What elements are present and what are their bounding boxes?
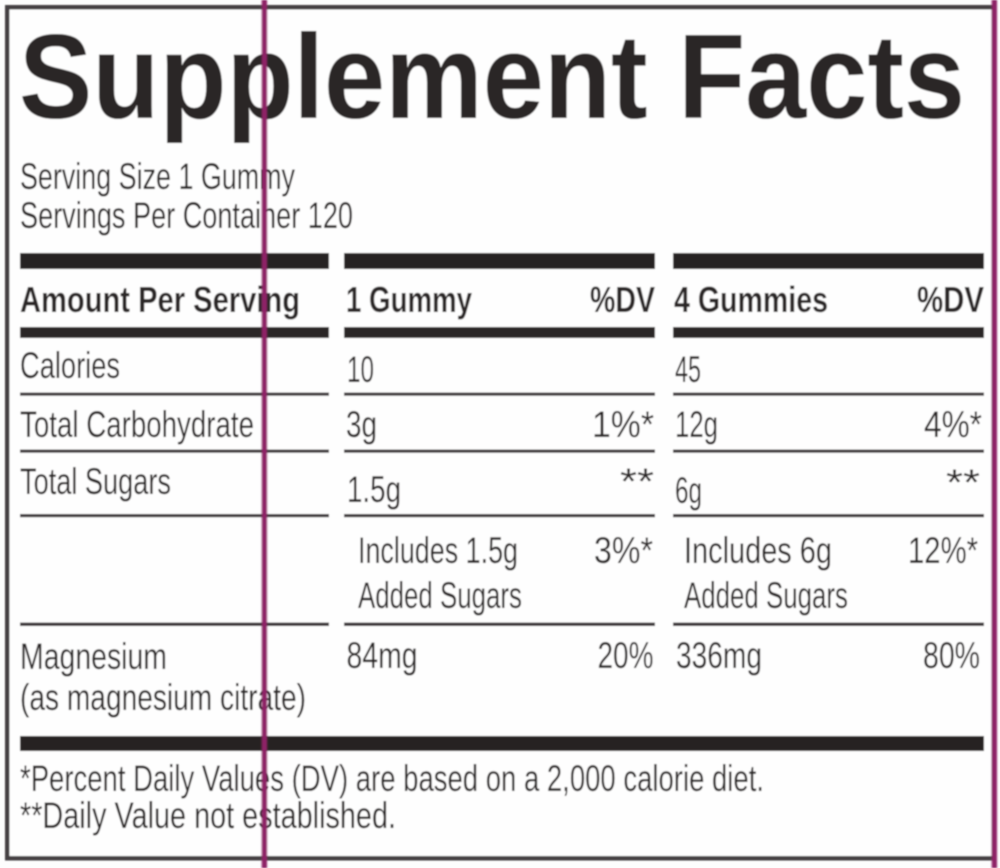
svg-text:6g: 6g [675,470,702,511]
svg-text:**: ** [946,462,980,503]
svg-text:336mg: 336mg [676,635,762,676]
svg-text:Supplement Facts: Supplement Facts [19,10,965,144]
svg-text:80%: 80% [923,635,980,676]
svg-text:Includes 6g: Includes 6g [684,530,832,571]
svg-text:12%*: 12%* [908,530,978,571]
svg-text:Serving Size 1 Gummy: Serving Size 1 Gummy [20,156,295,197]
svg-text:45: 45 [675,349,701,390]
svg-text:Magnesium: Magnesium [20,636,167,677]
svg-text:1.5g: 1.5g [347,469,401,510]
svg-text:3g: 3g [346,404,377,445]
svg-text:20%: 20% [598,635,654,676]
svg-text:12g: 12g [675,404,718,445]
svg-text:Total Carbohydrate: Total Carbohydrate [20,404,254,445]
svg-text:4 Gummies: 4 Gummies [674,279,828,320]
svg-text:10: 10 [347,349,374,390]
svg-text:Servings Per Container 120: Servings Per Container 120 [20,195,353,236]
svg-text:Total Sugars: Total Sugars [20,461,171,502]
svg-text:3%*: 3%* [594,530,653,571]
svg-text:(as magnesium citrate): (as magnesium citrate) [20,677,306,718]
svg-text:1 Gummy: 1 Gummy [346,279,472,320]
svg-text:Includes 1.5g: Includes 1.5g [358,530,518,571]
svg-text:Calories: Calories [20,345,120,386]
svg-text:**: ** [620,461,654,502]
svg-text:Amount Per Serving: Amount Per Serving [20,279,300,320]
svg-text:4%*: 4%* [924,404,982,445]
svg-text:*Percent Daily Values (DV) are: *Percent Daily Values (DV) are based on … [20,758,764,799]
svg-text:84mg: 84mg [347,635,418,676]
svg-text:%DV: %DV [590,279,655,320]
svg-text:**Daily Value not established.: **Daily Value not established. [20,795,396,836]
svg-text:Added Sugars: Added Sugars [358,575,522,616]
svg-text:%DV: %DV [917,279,984,320]
svg-text:1%*: 1%* [592,404,654,445]
svg-text:Added Sugars: Added Sugars [684,575,848,616]
